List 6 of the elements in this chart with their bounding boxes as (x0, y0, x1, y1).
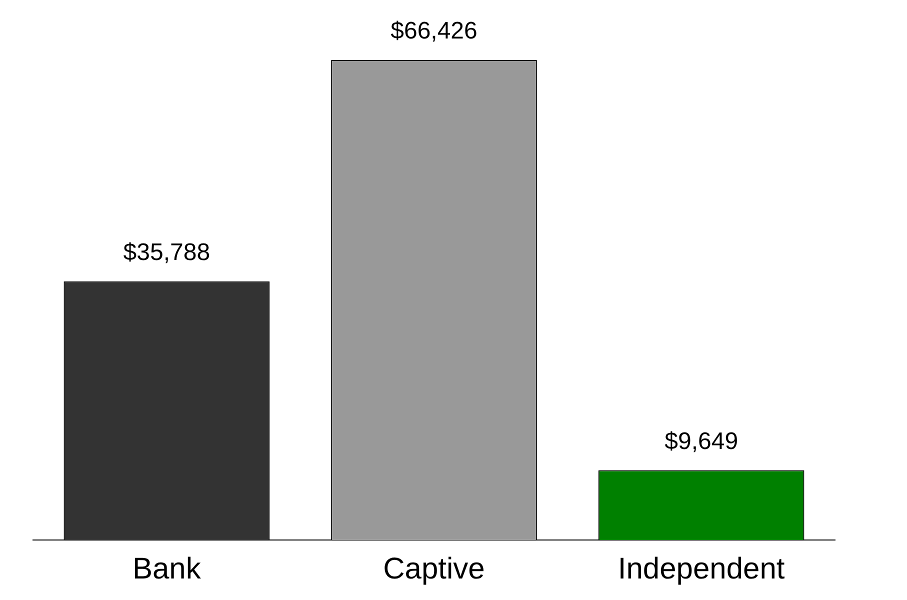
x-tick-label: Independent (618, 552, 786, 586)
x-tick-label: Bank (132, 552, 202, 586)
data-label: $66,426 (390, 18, 478, 45)
data-label: $9,649 (664, 428, 738, 455)
data-label: $35,788 (123, 239, 210, 266)
x-tick-label: Captive (383, 552, 485, 586)
